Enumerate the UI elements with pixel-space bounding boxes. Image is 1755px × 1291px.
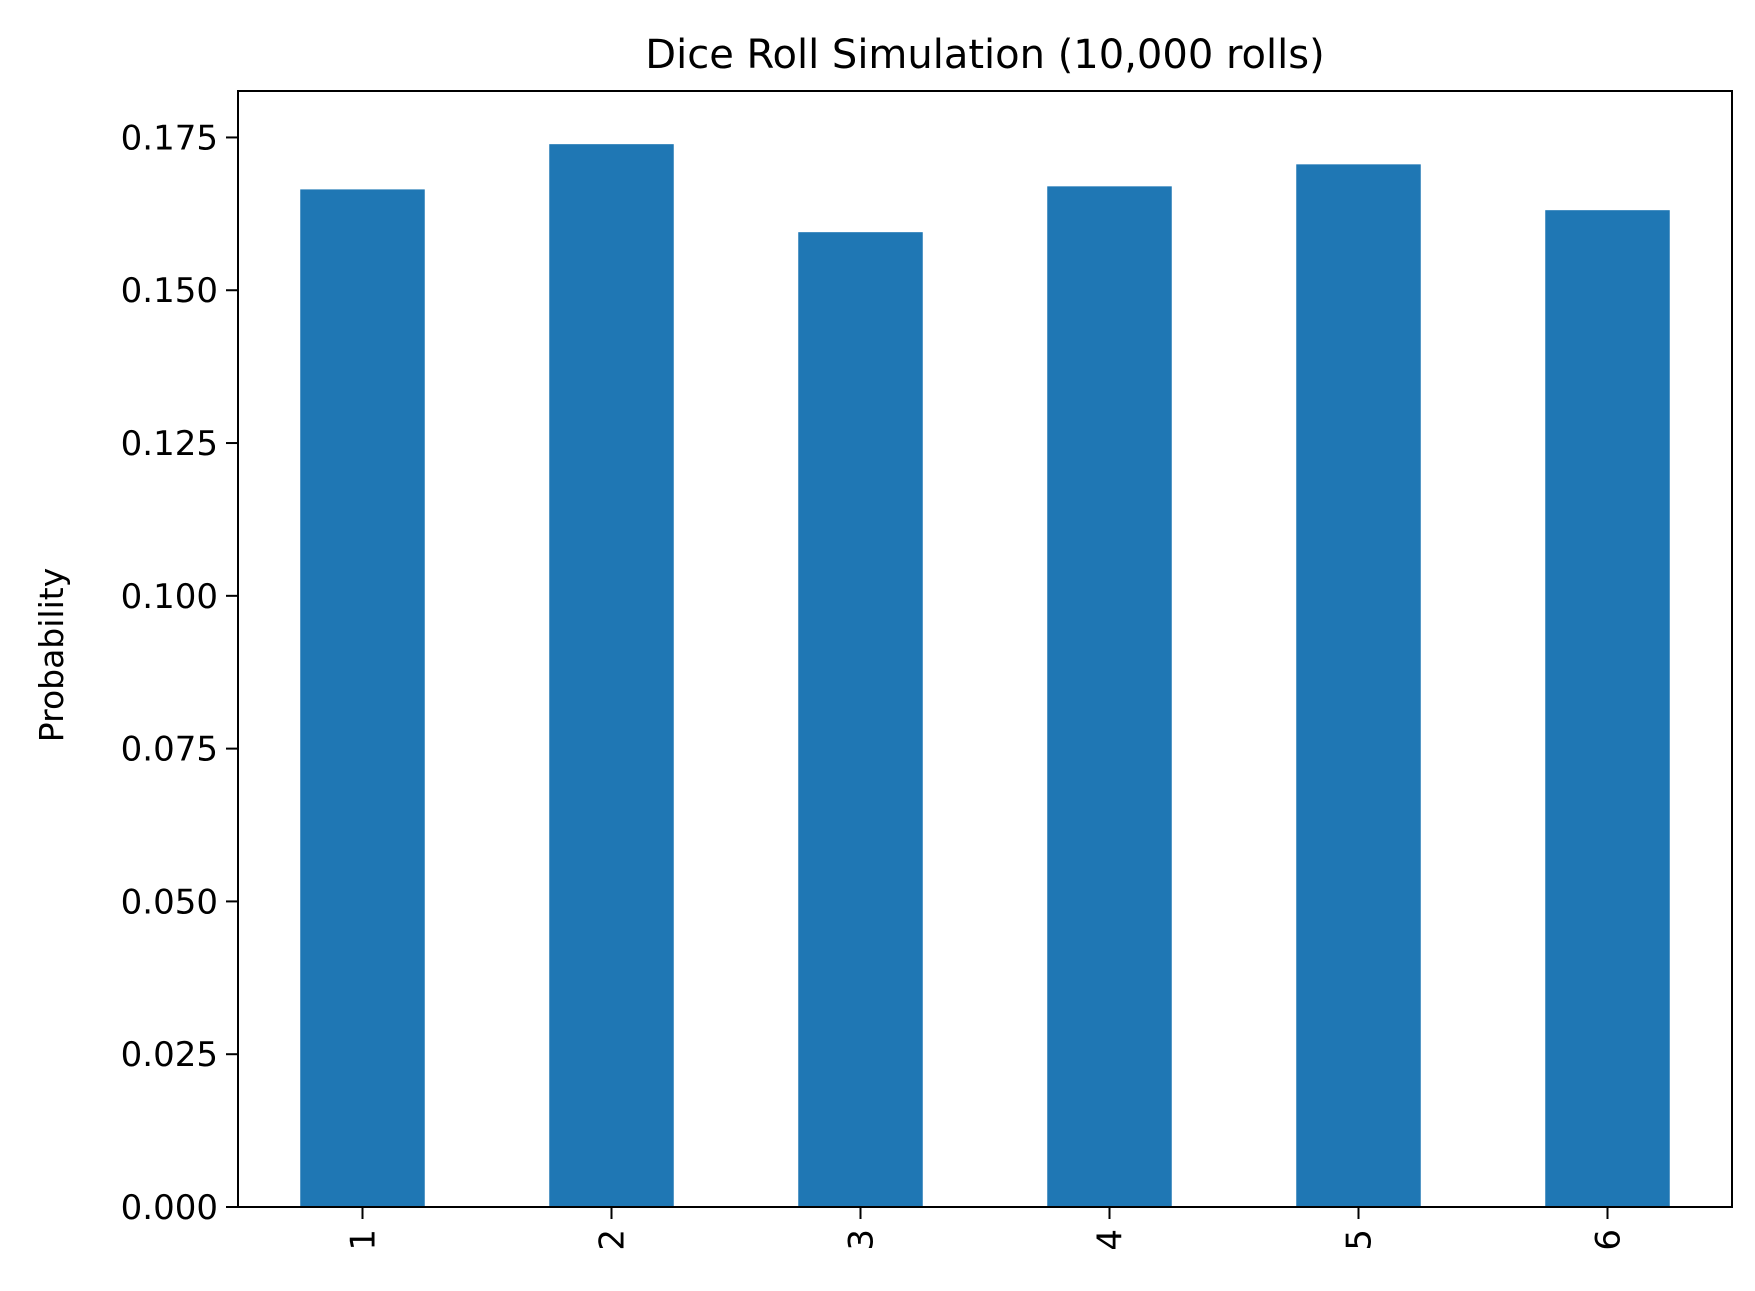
bar-4 <box>1047 186 1172 1208</box>
x-axis-ticks: 1 2 3 4 5 6 <box>344 1207 1629 1251</box>
bars-group <box>300 144 1670 1208</box>
bar-6 <box>1545 210 1670 1207</box>
x-tick-label: 6 <box>1589 1229 1629 1251</box>
x-tick-label: 4 <box>1091 1229 1131 1251</box>
bar-3 <box>798 232 923 1207</box>
y-tick-label: 0.150 <box>121 271 218 311</box>
chart-title: Dice Roll Simulation (10,000 rolls) <box>645 32 1324 78</box>
y-tick-label: 0.025 <box>121 1035 218 1075</box>
y-tick-label: 0.075 <box>121 730 218 770</box>
y-tick-label: 0.125 <box>121 424 218 464</box>
y-tick-label: 0.175 <box>121 118 218 158</box>
x-tick-label: 1 <box>344 1229 384 1251</box>
y-tick-label: 0.100 <box>121 577 218 617</box>
bar-5 <box>1296 164 1421 1208</box>
y-tick-label: 0.050 <box>121 882 218 922</box>
x-tick-label: 5 <box>1340 1229 1380 1251</box>
y-axis-ticks: 0.000 0.025 0.050 0.075 0.100 0.125 0.150 0.175 <box>121 118 238 1228</box>
bar-2 <box>549 144 674 1207</box>
bar-1 <box>300 189 425 1207</box>
y-axis-label: Probability <box>32 568 71 742</box>
x-tick-label: 3 <box>842 1229 882 1251</box>
y-tick-label: 0.000 <box>121 1188 218 1228</box>
x-tick-label: 2 <box>593 1229 633 1251</box>
plot-area-frame <box>237 90 1733 1208</box>
